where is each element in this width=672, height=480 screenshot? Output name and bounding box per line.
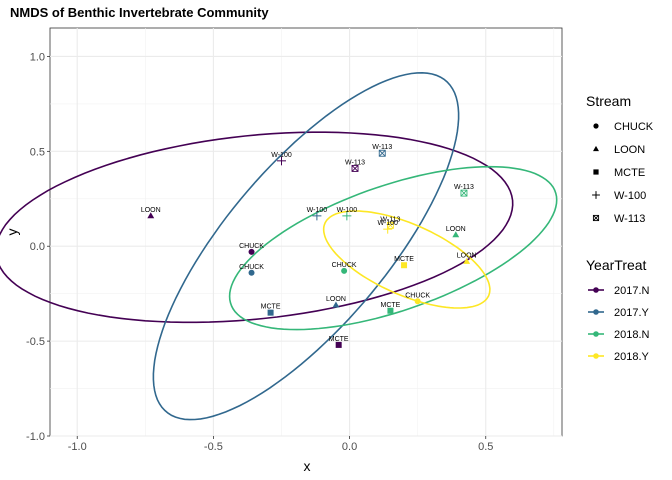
legend-stream-label: W-100 <box>614 190 646 202</box>
legend-yeartreat-key <box>588 309 604 315</box>
ellipse-2018.Y <box>322 210 491 309</box>
point-label: LOON <box>457 252 477 259</box>
legend-stream-key-loon <box>593 145 599 152</box>
ellipse-2018.N <box>228 165 558 331</box>
point-chuck-2018.Y <box>414 298 421 305</box>
point-loon-2018.Y <box>463 257 471 264</box>
point-label: CHUCK <box>332 262 357 269</box>
point-mcte-2017.Y <box>267 309 274 316</box>
point-labels: CHUCKLOONMCTEW-100W-113CHUCKLOONMCTEW-10… <box>141 144 477 343</box>
point-label: LOON <box>326 296 346 303</box>
axis-ticks: -1.0 -0.5 0.0 0.5 -1.0 -0.5 0.0 0.5 1.0 <box>26 51 493 453</box>
point-mcte-2018.N <box>387 307 394 314</box>
y-axis-title: y <box>4 229 20 236</box>
confidence-ellipses <box>0 71 558 421</box>
x-tick-label: 0.0 <box>342 441 357 453</box>
point-loon-2017.N <box>147 212 155 219</box>
point-label: MCTE <box>329 336 349 343</box>
panel-border <box>49 27 563 437</box>
legend-yeartreat-key <box>588 331 604 337</box>
legend-stream-label: CHUCK <box>614 121 654 133</box>
ellipse-2017.N <box>0 131 514 324</box>
point-chuck-2018.N <box>341 267 348 274</box>
legend-stream-key-w-113 <box>592 214 600 222</box>
point-w-113-2018.N <box>460 189 468 197</box>
point-mcte-2018.Y <box>401 262 408 269</box>
point-label: W-113 <box>345 159 365 166</box>
plot-panel <box>49 27 563 437</box>
point-w-113-2017.N <box>351 164 359 172</box>
point-mcte-2017.N <box>335 341 342 348</box>
x-tick-label: 0.5 <box>478 441 493 453</box>
legend-stream-label: W-113 <box>614 213 645 225</box>
legend-yeartreat: YearTreat 2017.N 2017.Y 2018.N 2018.Y <box>586 257 650 363</box>
y-tick-label: 1.0 <box>30 51 45 63</box>
point-loon-2017.Y <box>332 301 340 308</box>
point-chuck-2017.N <box>248 248 255 255</box>
point-label: CHUCK <box>239 264 264 271</box>
chart-title: NMDS of Benthic Invertebrate Community <box>10 5 269 20</box>
point-label: W-100 <box>337 207 358 214</box>
point-label: LOON <box>446 226 466 233</box>
point-label: CHUCK <box>405 292 430 299</box>
point-label: W-113 <box>454 184 474 191</box>
point-chuck-2017.Y <box>248 269 255 276</box>
legend-yeartreat-label: 2017.N <box>614 285 650 297</box>
point-w-100-2018.N <box>342 211 352 221</box>
legend-yeartreat-label: 2018.N <box>614 329 650 341</box>
point-label: W-100 <box>377 220 398 227</box>
point-w-113-2018.Y <box>386 221 394 229</box>
point-label: W-113 <box>372 144 392 151</box>
point-w-113-2017.Y <box>378 149 386 157</box>
data-points <box>147 149 471 348</box>
point-label: W-100 <box>307 207 328 214</box>
point-label: W-100 <box>271 152 292 159</box>
legend-stream-title: Stream <box>586 93 631 109</box>
legend-yeartreat-key <box>588 287 604 293</box>
legend-yeartreat-key <box>588 353 604 359</box>
legend-yeartreat-title: YearTreat <box>586 257 647 273</box>
point-loon-2018.N <box>452 231 460 238</box>
legend-stream: Stream CHUCK LOON MCTE W-100 W-113 <box>586 93 654 225</box>
y-tick-label: 0.0 <box>30 241 45 253</box>
legend-stream-label: LOON <box>614 144 645 156</box>
grid-lines <box>50 28 562 437</box>
legend-yeartreat-label: 2018.Y <box>614 351 650 363</box>
x-axis-title: x <box>304 458 311 474</box>
legend-stream-key-mcte <box>593 169 599 175</box>
legend-stream-key-w-100 <box>592 191 600 199</box>
x-tick-label: -1.0 <box>68 441 87 453</box>
point-label: LOON <box>141 207 161 214</box>
y-tick-label: 0.5 <box>30 146 45 158</box>
point-w-100-2017.N <box>276 156 286 166</box>
point-label: MCTE <box>261 304 281 311</box>
legend-stream-key-chuck <box>593 123 599 129</box>
point-label: MCTE <box>381 302 401 309</box>
point-label: W-113 <box>380 216 400 223</box>
point-w-100-2017.Y <box>312 211 322 221</box>
point-label: MCTE <box>394 256 414 263</box>
legend-yeartreat-label: 2017.Y <box>614 307 650 319</box>
y-tick-label: -0.5 <box>26 336 45 348</box>
ellipse-2017.Y <box>152 71 460 421</box>
legend-stream-label: MCTE <box>614 167 645 179</box>
x-tick-label: -0.5 <box>204 441 223 453</box>
y-tick-label: -1.0 <box>26 431 45 443</box>
point-label: CHUCK <box>239 243 264 250</box>
